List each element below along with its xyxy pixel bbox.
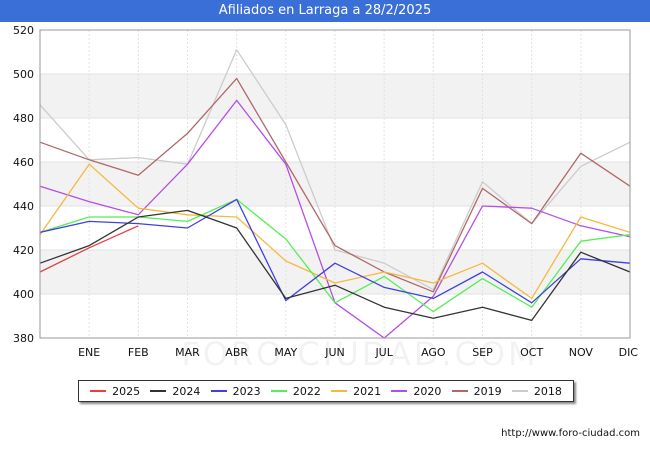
legend-label: 2022 <box>292 384 321 398</box>
series-line-2025 <box>39 225 139 273</box>
legend-label: 2018 <box>533 384 562 398</box>
legend-swatch <box>270 390 287 392</box>
legend-label: 2023 <box>232 384 261 398</box>
y-tick-label: 480 <box>13 112 34 125</box>
legend-label: 2021 <box>353 384 382 398</box>
y-tick-label: 500 <box>13 68 34 81</box>
y-tick-label: 420 <box>13 244 34 257</box>
legend-swatch <box>210 390 227 392</box>
legend-swatch <box>451 390 468 392</box>
x-tick-label: ABR <box>225 346 248 359</box>
series-line-2024 <box>39 209 631 322</box>
legend-swatch <box>150 390 167 392</box>
source-url: http://www.foro-ciudad.com <box>501 428 640 439</box>
x-tick-label: JUL <box>374 346 393 359</box>
y-tick-label: 460 <box>13 156 34 169</box>
legend-swatch <box>90 390 107 392</box>
legend-item-2025: 2025 <box>90 385 140 398</box>
legend-item-2021: 2021 <box>331 385 381 398</box>
legend-item-2018: 2018 <box>511 384 562 398</box>
y-tick-label: 440 <box>13 200 34 213</box>
chart-title: Afiliados en Larraga a 28/2/2025 <box>0 0 650 22</box>
y-tick-label: 380 <box>13 332 34 345</box>
x-tick-label: NOV <box>569 346 594 359</box>
legend-item-2020: 2020 <box>391 385 441 398</box>
legend-item-2024: 2024 <box>150 385 200 398</box>
x-tick-label: FEB <box>128 346 149 359</box>
y-tick-label: 400 <box>13 288 34 301</box>
legend-item-2019: 2019 <box>451 384 502 398</box>
x-tick-label: DIC <box>619 346 639 359</box>
x-tick-label: AGO <box>421 346 446 359</box>
legend-label: 2025 <box>112 384 141 398</box>
legend-label: 2024 <box>172 384 201 398</box>
watermark-text: FORO CIUDAD.COM <box>181 335 538 373</box>
x-tick-label: SEP <box>472 346 493 359</box>
legend-item-2023: 2023 <box>210 384 261 398</box>
x-tick-label: ENE <box>78 346 100 359</box>
legend-swatch <box>331 390 348 392</box>
plot-frame <box>39 29 631 339</box>
y-tick-label: 520 <box>13 24 34 37</box>
legend: 2025 2024 2023 2022 2021 2020 2019 2018 <box>78 380 574 402</box>
legend-swatch <box>511 390 528 392</box>
x-tick-label: MAY <box>274 346 297 359</box>
x-tick-label: OCT <box>520 346 543 359</box>
series-line-2023 <box>39 198 631 304</box>
legend-item-2022: 2022 <box>270 384 321 398</box>
series-line-2019 <box>39 77 631 293</box>
x-tick-label: MAR <box>175 346 200 359</box>
legend-swatch <box>391 390 408 392</box>
series-line-2021 <box>39 163 631 300</box>
legend-label: 2019 <box>473 384 502 398</box>
x-tick-label: JUN <box>324 346 345 359</box>
legend-label: 2020 <box>413 384 442 398</box>
